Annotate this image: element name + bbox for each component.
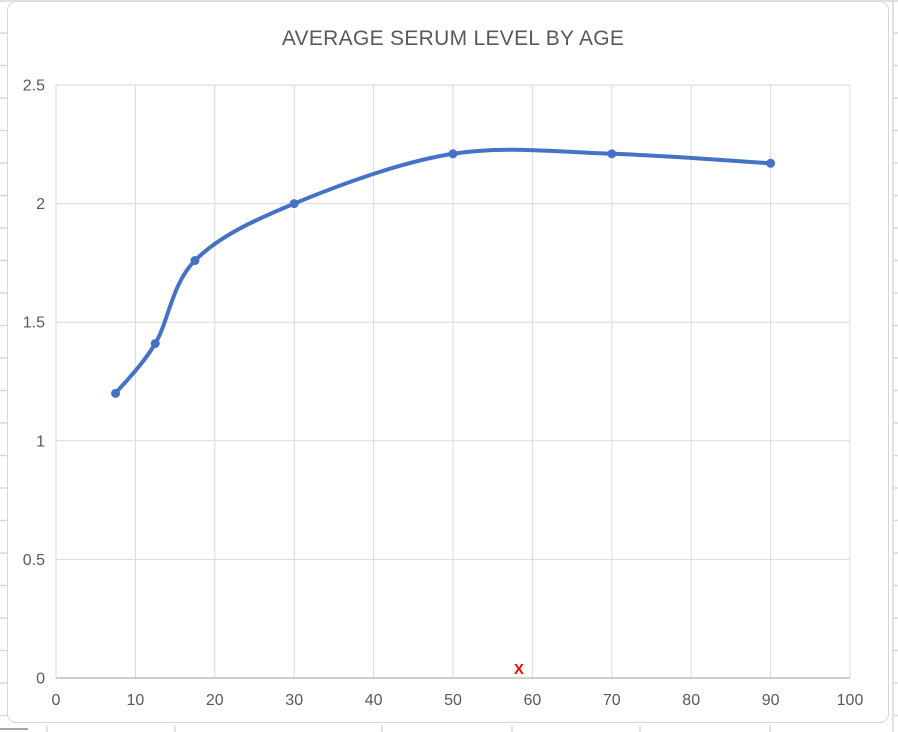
data-point-marker[interactable] [448,149,458,159]
data-point-marker[interactable] [607,149,617,159]
chart-object[interactable] [7,1,889,723]
annotation-x-marker[interactable]: X [514,661,524,678]
y-tick-label: 1.5 [23,315,45,332]
x-tick-label: 70 [603,692,621,709]
data-point-marker[interactable] [766,158,776,168]
x-tick-label: 60 [524,692,542,709]
data-point-marker[interactable] [111,388,121,398]
y-tick-label: 0.5 [23,552,45,569]
y-tick-label: 0 [36,671,45,688]
chart-title[interactable]: AVERAGE SERUM LEVEL BY AGE [281,27,625,50]
y-tick-label: 2 [36,196,45,213]
x-tick-label: 40 [365,692,383,709]
gridlines [55,84,851,678]
series-markers [111,149,776,398]
x-tick-label: 100 [837,692,864,709]
x-tick-label: 50 [444,692,462,709]
x-tick-label: 20 [206,692,224,709]
x-tick-label: 0 [52,692,61,709]
x-tick-label: 90 [762,692,780,709]
x-tick-label: 30 [285,692,303,709]
x-tick-label: 10 [127,692,145,709]
series-line[interactable] [113,147,773,396]
data-point-marker[interactable] [289,199,299,209]
axis-tick-labels: 0 10 20 30 40 50 60 70 80 90 100 0 0.5 1 1.5 2 2.5 [23,78,864,710]
data-point-marker[interactable] [150,339,160,349]
x-tick-label: 80 [682,692,700,709]
y-tick-label: 2.5 [23,78,45,95]
y-tick-label: 1 [36,433,45,450]
data-point-marker[interactable] [190,256,200,266]
